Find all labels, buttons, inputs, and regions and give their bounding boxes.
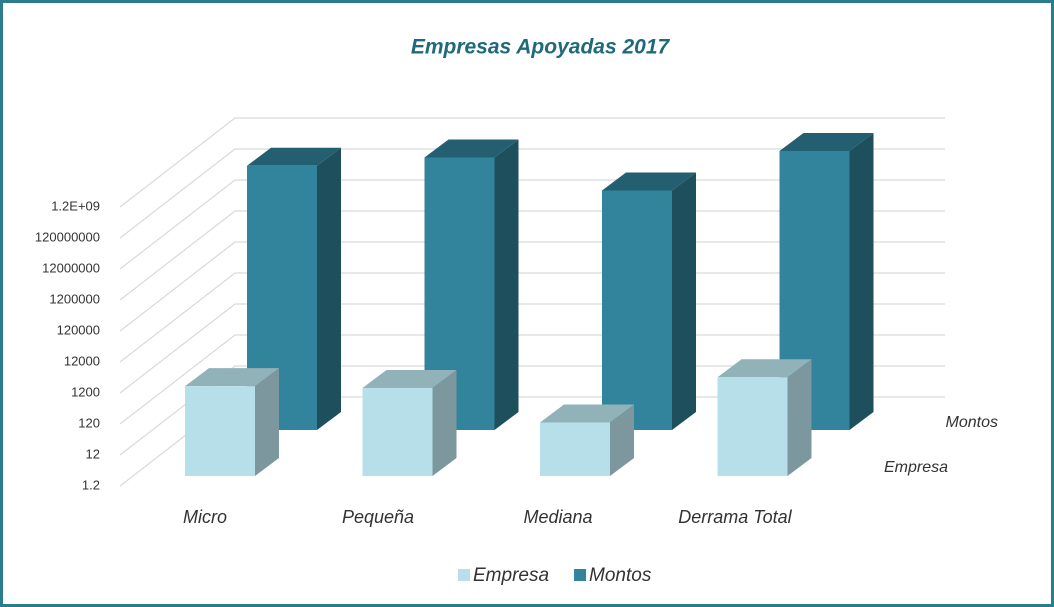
- bar-side: [672, 172, 696, 430]
- grid-line: [119, 241, 945, 332]
- grid-line: [119, 365, 945, 456]
- bar-top: [602, 172, 696, 191]
- legend-swatch: [574, 569, 587, 581]
- bar: [185, 386, 255, 476]
- y-tick-label: 1200: [71, 384, 100, 399]
- bar-top: [540, 404, 634, 423]
- depth-label: Montos: [946, 414, 998, 431]
- bar-top: [717, 359, 812, 378]
- bar-side: [432, 369, 457, 476]
- bar-side: [849, 132, 874, 430]
- bar-side: [255, 368, 279, 476]
- bar-top: [424, 139, 519, 158]
- grid-line: [119, 210, 945, 301]
- bar: [717, 377, 788, 476]
- bar: [540, 422, 610, 476]
- grid-line: [119, 303, 945, 394]
- y-tick-label: 120000000: [35, 229, 100, 244]
- grid-line: [119, 148, 945, 239]
- y-tick-label: 1.2E+09: [51, 198, 100, 213]
- bar-side: [610, 404, 634, 476]
- y-tick-label: 1200000: [49, 291, 100, 306]
- grid-line: [119, 334, 945, 425]
- grid-line: [119, 179, 945, 270]
- y-tick-label: 12: [86, 446, 100, 461]
- bar-side: [317, 147, 341, 430]
- bar-side: [494, 139, 519, 431]
- depth-label: Empresa: [884, 459, 948, 476]
- y-tick-label: 120: [78, 415, 100, 430]
- bar-top: [362, 369, 457, 388]
- legend-label: Montos: [589, 565, 652, 586]
- bar-top: [247, 147, 341, 166]
- legend-label: Empresa: [473, 565, 549, 586]
- grid-line: [119, 272, 945, 363]
- x-tick-label: Pequeña: [342, 507, 414, 527]
- legend-swatch: [458, 569, 470, 581]
- grid-line: [119, 117, 945, 208]
- bar-top: [779, 132, 874, 151]
- bar: [602, 190, 672, 430]
- y-tick-label: 120000: [57, 322, 100, 337]
- y-tick-label: 1.2: [82, 477, 100, 492]
- bar-top: [185, 368, 279, 387]
- bar: [362, 387, 433, 476]
- x-tick-label: Derrama Total: [678, 507, 792, 527]
- bar-side: [787, 359, 812, 476]
- chart-title: Empresas Apoyadas 2017: [411, 36, 671, 59]
- x-tick-label: Micro: [183, 507, 227, 527]
- y-tick-label: 12000000: [42, 260, 100, 275]
- x-tick-label: Mediana: [523, 507, 592, 527]
- y-tick-label: 12000: [64, 353, 100, 368]
